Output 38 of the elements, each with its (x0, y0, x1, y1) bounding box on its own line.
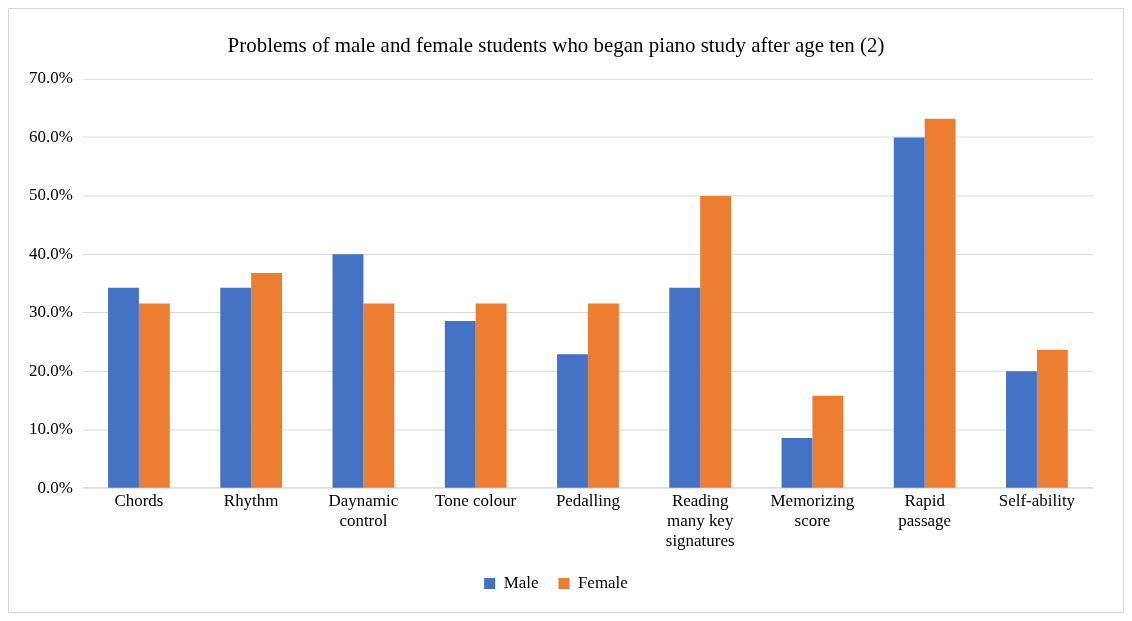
bar (220, 287, 252, 488)
x-tick-label: Pedalling (555, 490, 621, 510)
y-tick-label: 10.0% (29, 419, 73, 439)
bar (893, 137, 925, 488)
bar (669, 287, 701, 488)
x-tick-label: Tone colour (435, 490, 517, 510)
bar (812, 395, 844, 488)
bar (700, 195, 732, 488)
x-tick-label: Daynamic control (328, 490, 399, 531)
bar (108, 287, 139, 488)
bar (924, 118, 956, 488)
x-tick-label: Reading many key signatures (665, 490, 735, 551)
y-tick-label: 30.0% (29, 302, 73, 322)
y-tick-label: 0.0% (37, 477, 73, 497)
bar (587, 303, 619, 488)
chart-title: Problems of male and female students who began piano study after age ten (2) (227, 32, 885, 57)
bar (1006, 371, 1037, 488)
legend-label: Female (577, 573, 628, 593)
x-tick-label: Memorizing score (770, 490, 855, 531)
bar (363, 303, 395, 488)
bar (1036, 349, 1068, 488)
x-tick-label: Rapid passage (898, 490, 952, 531)
x-tick-label: Rhythm (223, 490, 279, 510)
y-tick-label: 70.0% (29, 68, 73, 88)
bar (444, 321, 476, 488)
bar (557, 354, 588, 488)
y-tick-label: 20.0% (29, 360, 73, 380)
x-tick-label: Self-ability (998, 490, 1076, 510)
bar (251, 273, 283, 488)
bar (138, 303, 170, 488)
bar (781, 437, 813, 488)
bar (475, 303, 507, 488)
legend-label: Male (503, 573, 539, 593)
y-tick-label: 60.0% (29, 126, 73, 146)
y-tick-label: 50.0% (29, 185, 73, 205)
x-tick-label: Chords (114, 490, 164, 510)
bar (332, 254, 364, 488)
y-tick-label: 40.0% (29, 243, 73, 263)
